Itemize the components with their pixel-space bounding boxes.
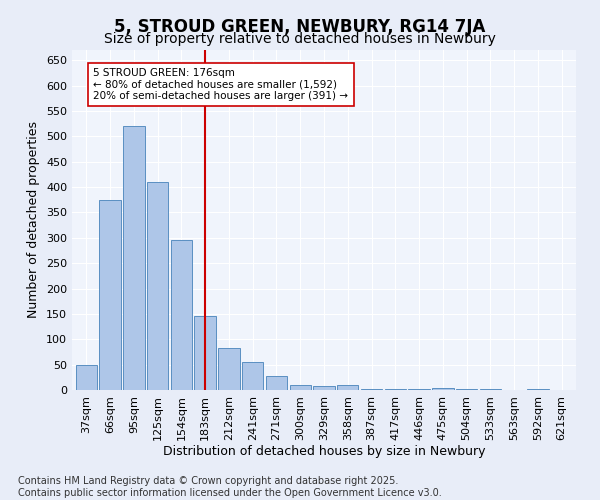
Bar	[432, 388, 454, 390]
Bar	[170, 240, 192, 390]
Bar	[218, 348, 239, 390]
Bar	[100, 200, 121, 390]
Bar	[194, 316, 216, 390]
X-axis label: Distribution of detached houses by size in Newbury: Distribution of detached houses by size …	[163, 446, 485, 458]
Text: 5, STROUD GREEN, NEWBURY, RG14 7JA: 5, STROUD GREEN, NEWBURY, RG14 7JA	[115, 18, 485, 36]
Bar	[76, 364, 97, 390]
Bar	[242, 362, 263, 390]
Text: Size of property relative to detached houses in Newbury: Size of property relative to detached ho…	[104, 32, 496, 46]
Bar	[123, 126, 145, 390]
Bar	[147, 182, 168, 390]
Bar	[266, 376, 287, 390]
Text: 5 STROUD GREEN: 176sqm
← 80% of detached houses are smaller (1,592)
20% of semi-: 5 STROUD GREEN: 176sqm ← 80% of detached…	[94, 68, 349, 101]
Bar	[290, 385, 311, 390]
Bar	[313, 386, 335, 390]
Bar	[337, 385, 358, 390]
Text: Contains HM Land Registry data © Crown copyright and database right 2025.
Contai: Contains HM Land Registry data © Crown c…	[18, 476, 442, 498]
Y-axis label: Number of detached properties: Number of detached properties	[28, 122, 40, 318]
